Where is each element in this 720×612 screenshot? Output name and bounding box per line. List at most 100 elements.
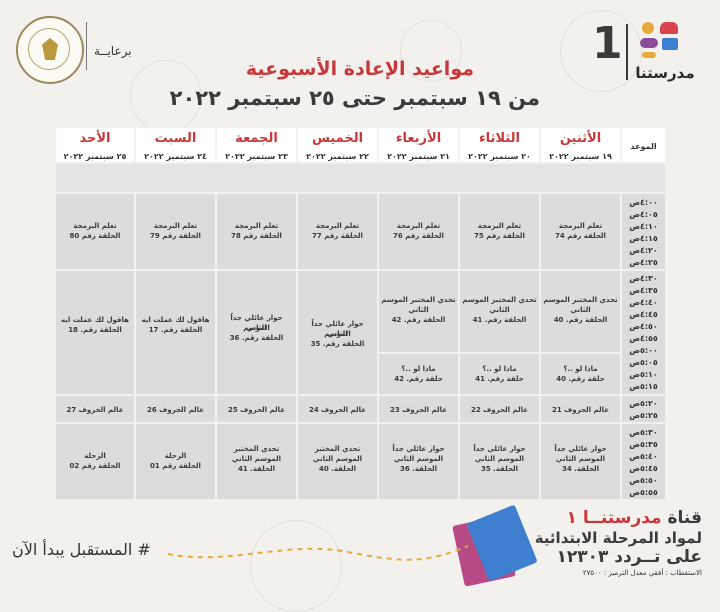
program-episode: الحلقة. 35 xyxy=(480,465,519,473)
time-slot: ٥:٢٥ص xyxy=(629,411,658,420)
program-title: ماذا لو ..؟ xyxy=(401,365,436,373)
channel-subject: لمواد المرحلة الابتدائية xyxy=(534,529,702,547)
program-episode: الحلقة رقم 74 xyxy=(555,232,606,240)
channel-prefix: قناة xyxy=(667,508,703,528)
program-season: الموسم الثاني xyxy=(474,455,525,463)
time-slot: ٥:٤٥ص xyxy=(629,464,658,473)
program-title: تحدي المختبر الموسم xyxy=(381,296,456,304)
day-header-saturday: السبت ٢٤ سبتمبر ٢٠٢٢ xyxy=(135,127,216,163)
program-cell: تحدي المختبر الموسم الثاني الحلقة رقم. 4… xyxy=(378,270,459,353)
program-title: تعلم البرمجة xyxy=(315,222,360,230)
logo-separator xyxy=(626,24,628,80)
background-doodle xyxy=(560,10,642,92)
program-title: ماذا لو ..؟ xyxy=(482,365,517,373)
program-episode: الحلقة رقم 80 xyxy=(69,232,121,240)
program-cell: عالم الحروف 26 xyxy=(135,395,216,423)
time-slot: ٤:٣٥ص xyxy=(629,286,658,295)
logo-number: 1 xyxy=(592,18,623,69)
program-cell: عالم الحروف 27 xyxy=(55,395,135,423)
day-header-monday: الأثنين ١٩ سبتمبر ٢٠٢٢ xyxy=(540,127,621,163)
program-season: الثاني xyxy=(246,324,267,332)
program-title: عالم الحروف 25 xyxy=(227,406,286,414)
channel-info: قناة مدرستنــا ١ لمواد المرحلة الابتدائي… xyxy=(535,508,702,577)
program-cell: تعلم البرمجة الحلقة رقم 76 xyxy=(378,193,459,270)
program-episode: الحلقة رقم 02 xyxy=(69,462,121,470)
time-column-header: الموعد xyxy=(621,127,666,163)
program-cell: حوار عائلي جداً الموسم الثاني الحلقة. 36 xyxy=(378,423,459,500)
sponsor-label: برعايــة xyxy=(94,44,132,58)
time-slot: ٤:١٠ص xyxy=(629,222,658,231)
program-season: الموسم الثاني xyxy=(393,455,444,463)
program-cell: ماذا لو ..؟ حلقة رقم. 42 xyxy=(378,353,459,395)
hashtag-slogan: # المستقبل يبدأ الآن xyxy=(12,540,151,559)
program-title: الرحلة xyxy=(164,452,187,460)
program-title: عالم الحروف 22 xyxy=(470,406,529,414)
day-name: الأثنين xyxy=(559,131,602,146)
program-title: تعلم البرمجة xyxy=(153,222,198,230)
program-title: تعلم البرمجة xyxy=(558,222,603,230)
program-cell: تعلم البرمجة الحلقة رقم 78 xyxy=(216,193,297,270)
program-title: عالم الحروف 24 xyxy=(308,406,367,414)
channel-name: مدرستنــا ١ xyxy=(566,508,662,528)
day-name: الثلاثاء xyxy=(479,131,520,146)
program-title: تعلم البرمجة xyxy=(73,222,117,230)
program-title: عالم الحروف 27 xyxy=(66,406,124,414)
time-slot: ٤:٢٥ص xyxy=(629,258,658,267)
program-episode: الحلقة رقم. 41 xyxy=(472,316,527,324)
program-title: عالم الحروف 21 xyxy=(551,406,610,414)
channel-line: قناة مدرستنــا ١ xyxy=(535,508,702,528)
time-slot: ٥:٤٠ص xyxy=(629,452,658,461)
page-title: مواعيد الإعادة الأسبوعية xyxy=(245,58,474,80)
program-cell: هاقول لك عملت ايه الحلقة رقم. 17 xyxy=(135,270,216,395)
ministry-seal-icon xyxy=(16,16,84,84)
program-season: الثاني xyxy=(489,306,510,314)
program-title: حوار عائلي جداً xyxy=(554,445,607,453)
program-cell: الرحلة الحلقة رقم 02 xyxy=(55,423,135,500)
program-season: الموسم الثاني xyxy=(555,455,606,463)
schedule-table: الموعد الأثنين ١٩ سبتمبر ٢٠٢٢ الثلاثاء ٢… xyxy=(55,127,666,500)
time-slot: ٤:٠٠ص xyxy=(629,198,658,207)
day-header-tuesday: الثلاثاء ٢٠ سبتمبر ٢٠٢٢ xyxy=(459,127,540,163)
day-date: ٢٥ سبتمبر ٢٠٢٢ xyxy=(63,152,127,161)
program-title: تحدي المختبر الموسم xyxy=(543,296,618,304)
day-date: ١٩ سبتمبر ٢٠٢٢ xyxy=(549,152,612,161)
program-cell: تحدي المختبر الموسم الثاني الحلقة رقم. 4… xyxy=(540,270,621,353)
program-cell: عالم الحروف 25 xyxy=(216,395,297,423)
time-slot: ٤:٥٠ص xyxy=(629,322,658,331)
program-episode: الحلقة. 40 xyxy=(318,465,357,473)
time-header-label: الموعد xyxy=(630,142,657,151)
day-header-thursday: الخميس ٢٢ سبتمبر ٢٠٢٢ xyxy=(297,127,378,163)
day-date: ٢٠ سبتمبر ٢٠٢٢ xyxy=(468,152,531,161)
day-name: الأربعاء xyxy=(395,131,442,146)
day-header-wednesday: الأربعاء ٢١ سبتمبر ٢٠٢٢ xyxy=(378,127,459,163)
logo-text: مدرستنا xyxy=(635,64,695,82)
program-cell: هاقول لك عملت ايه الحلقة رقم. 18 xyxy=(55,270,135,395)
day-date: ٢١ سبتمبر ٢٠٢٢ xyxy=(387,152,450,161)
program-episode: حلقة رقم. 41 xyxy=(475,375,524,383)
program-title: الرحلة xyxy=(84,452,106,460)
day-date: ٢٢ سبتمبر ٢٠٢٢ xyxy=(306,152,369,161)
time-slot: ٤:٣٠ص xyxy=(629,274,658,283)
program-season: الثاني xyxy=(408,306,429,314)
program-episode: الحلقة رقم. 17 xyxy=(148,326,203,334)
decorative-dashed-line xyxy=(168,545,468,561)
background-doodle xyxy=(400,20,462,82)
program-episode: الحلقة. 34 xyxy=(561,465,600,473)
program-episode: الحلقة رقم 78 xyxy=(231,232,282,240)
spacer-row xyxy=(55,163,666,193)
program-cell: حوار عائلي جداً الموسم الثاني الحلقة رقم… xyxy=(297,270,378,395)
channel-polarization: الاستقطاب : أفقي معدل الترميز : ٢٧٥٠٠ xyxy=(582,569,702,577)
program-season: الموسم الثاني xyxy=(231,455,282,463)
program-episode: الحلقة رقم. 18 xyxy=(68,326,122,334)
program-cell: عالم الحروف 22 xyxy=(459,395,540,423)
day-date: ٢٣ سبتمبر ٢٠٢٢ xyxy=(225,152,288,161)
program-cell: عالم الحروف 23 xyxy=(378,395,459,423)
program-title: تحدي المختبر xyxy=(314,445,361,453)
program-cell: حوار عائلي جداً الموسم الثاني الحلقة. 35 xyxy=(459,423,540,500)
program-episode: الحلقة رقم. 40 xyxy=(553,316,608,324)
program-episode: الحلقة رقم 75 xyxy=(474,232,525,240)
program-episode: الحلقة رقم 76 xyxy=(393,232,444,240)
program-cell: تحدي المختبر الموسم الثاني الحلقة. 41 xyxy=(216,423,297,500)
program-episode: حلقة رقم. 42 xyxy=(394,375,443,383)
